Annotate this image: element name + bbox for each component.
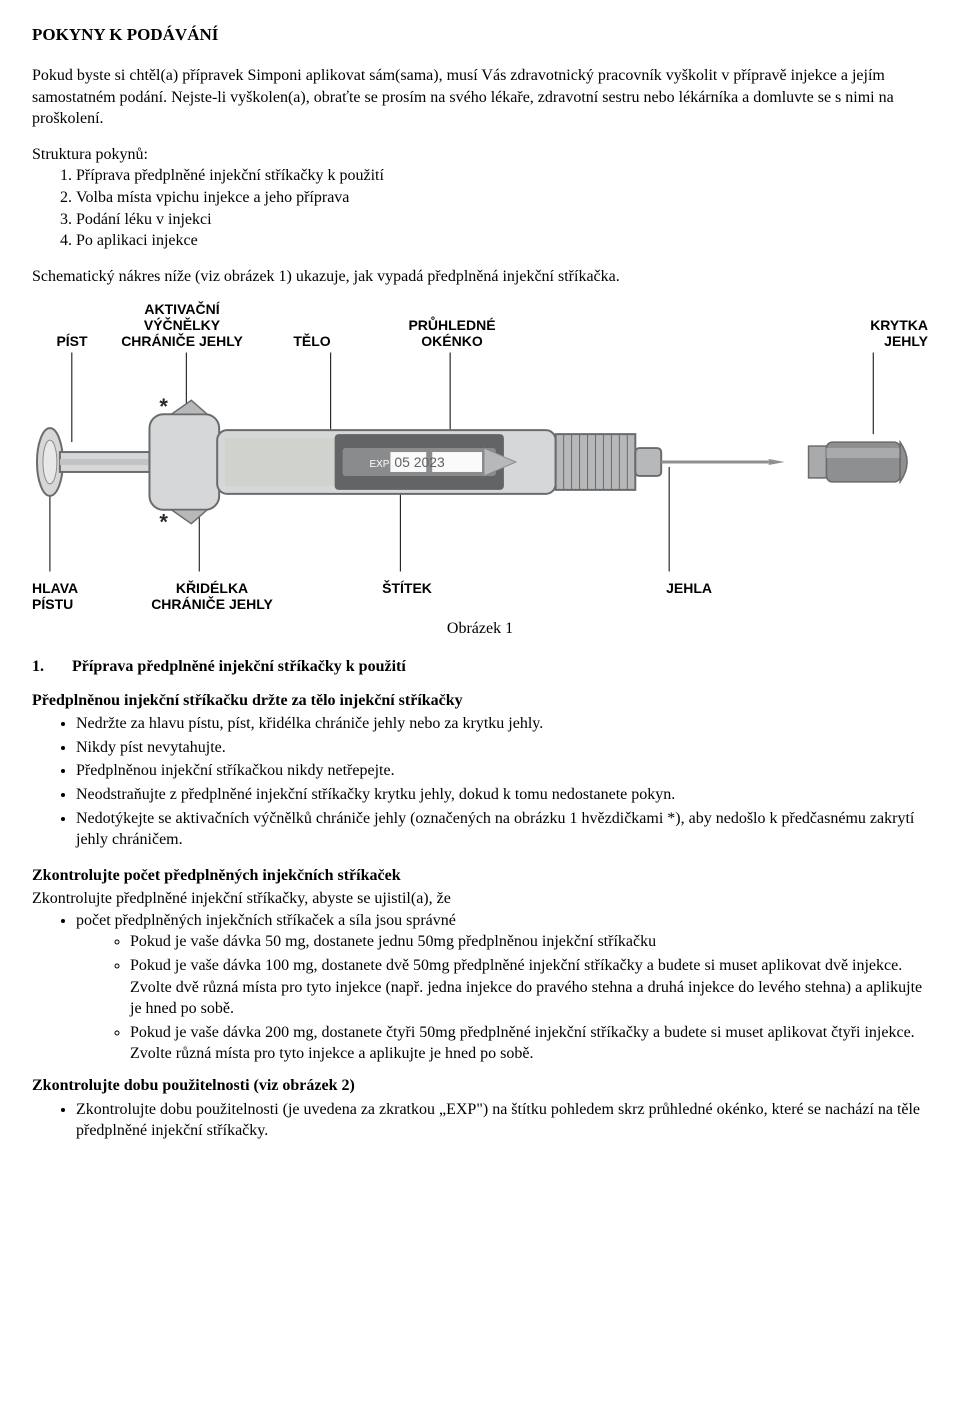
- hold-heading: Předplněnou injekční stříkačku držte za …: [32, 690, 928, 712]
- list-item: Podání léku v injekci: [76, 209, 928, 231]
- label-stitek: ŠTÍTEK: [312, 580, 502, 596]
- needle-cap-icon: [809, 442, 908, 482]
- section-1-heading: 1.Příprava předplněné injekční stříkačky…: [32, 656, 928, 678]
- schematic-intro: Schematický nákres níže (viz obrázek 1) …: [32, 266, 928, 288]
- syringe-diagram: PÍST AKTIVAČNÍ VÝČNĚLKY CHRÁNIČE JEHLY T…: [32, 301, 928, 612]
- svg-text:*: *: [159, 509, 168, 534]
- svg-text:*: *: [159, 394, 168, 419]
- list-item: Nedržte za hlavu pístu, píst, křidélka c…: [76, 713, 928, 735]
- list-item: Zkontrolujte dobu použitelnosti (je uved…: [76, 1099, 928, 1142]
- list-item: Příprava předplněné injekční stříkačky k…: [76, 165, 928, 187]
- count-intro: Zkontrolujte předplněné injekční stříkač…: [32, 888, 928, 910]
- list-item: Volba místa vpichu injekce a jeho přípra…: [76, 187, 928, 209]
- label-okenko: PRŮHLEDNÉ OKÉNKO: [372, 317, 532, 349]
- count-heading: Zkontrolujte počet předplněných injekční…: [32, 865, 928, 887]
- intro-paragraph: Pokud byste si chtěl(a) přípravek Simpon…: [32, 65, 928, 130]
- exp-prefix: EXP: [369, 459, 389, 470]
- list-item: Pokud je vaše dávka 200 mg, dostanete čt…: [130, 1022, 928, 1065]
- expiry-heading: Zkontrolujte dobu použitelnosti (viz obr…: [32, 1075, 928, 1097]
- label-pist: PÍST: [32, 333, 112, 349]
- structure-label: Struktura pokynů:: [32, 144, 928, 166]
- list-item: Předplněnou injekční stříkačkou nikdy ne…: [76, 760, 928, 782]
- list-item: Neodstraňujte z předplněné injekční stří…: [76, 784, 928, 806]
- label-aktivacni: AKTIVAČNÍ VÝČNĚLKY CHRÁNIČE JEHLY: [112, 301, 252, 349]
- syringe-svg: * * EXP 05 2023: [32, 352, 928, 572]
- label-kridelka: KŘIDÉLKA CHRÁNIČE JEHLY: [112, 580, 312, 612]
- structure-list: Příprava předplněné injekční stříkačky k…: [32, 165, 928, 251]
- count-sub-list: Pokud je vaše dávka 50 mg, dostanete jed…: [76, 931, 928, 1065]
- list-item: Nikdy píst nevytahujte.: [76, 737, 928, 759]
- list-item: Pokud je vaše dávka 100 mg, dostanete dv…: [130, 955, 928, 1020]
- list-item: Nedotýkejte se aktivačních výčnělků chrá…: [76, 808, 928, 851]
- list-item: Po aplikaci injekce: [76, 230, 928, 252]
- label-telo: TĚLO: [252, 333, 372, 349]
- figure-caption: Obrázek 1: [32, 618, 928, 640]
- hold-bullet-list: Nedržte za hlavu pístu, píst, křidélka c…: [32, 713, 928, 851]
- list-item: počet předplněných injekčních stříkaček …: [76, 910, 928, 1065]
- page-title: POKYNY K PODÁVÁNÍ: [32, 24, 928, 47]
- label-krytka: KRYTKA JEHLY: [818, 317, 928, 349]
- count-bullet-list: počet předplněných injekčních stříkaček …: [32, 910, 928, 1065]
- label-hlava: HLAVA PÍSTU: [32, 580, 112, 612]
- list-item: Pokud je vaše dávka 50 mg, dostanete jed…: [130, 931, 928, 953]
- label-jehla: JEHLA: [502, 580, 752, 596]
- expiry-bullet-list: Zkontrolujte dobu použitelnosti (je uved…: [32, 1099, 928, 1142]
- exp-date: 05 2023: [394, 454, 445, 470]
